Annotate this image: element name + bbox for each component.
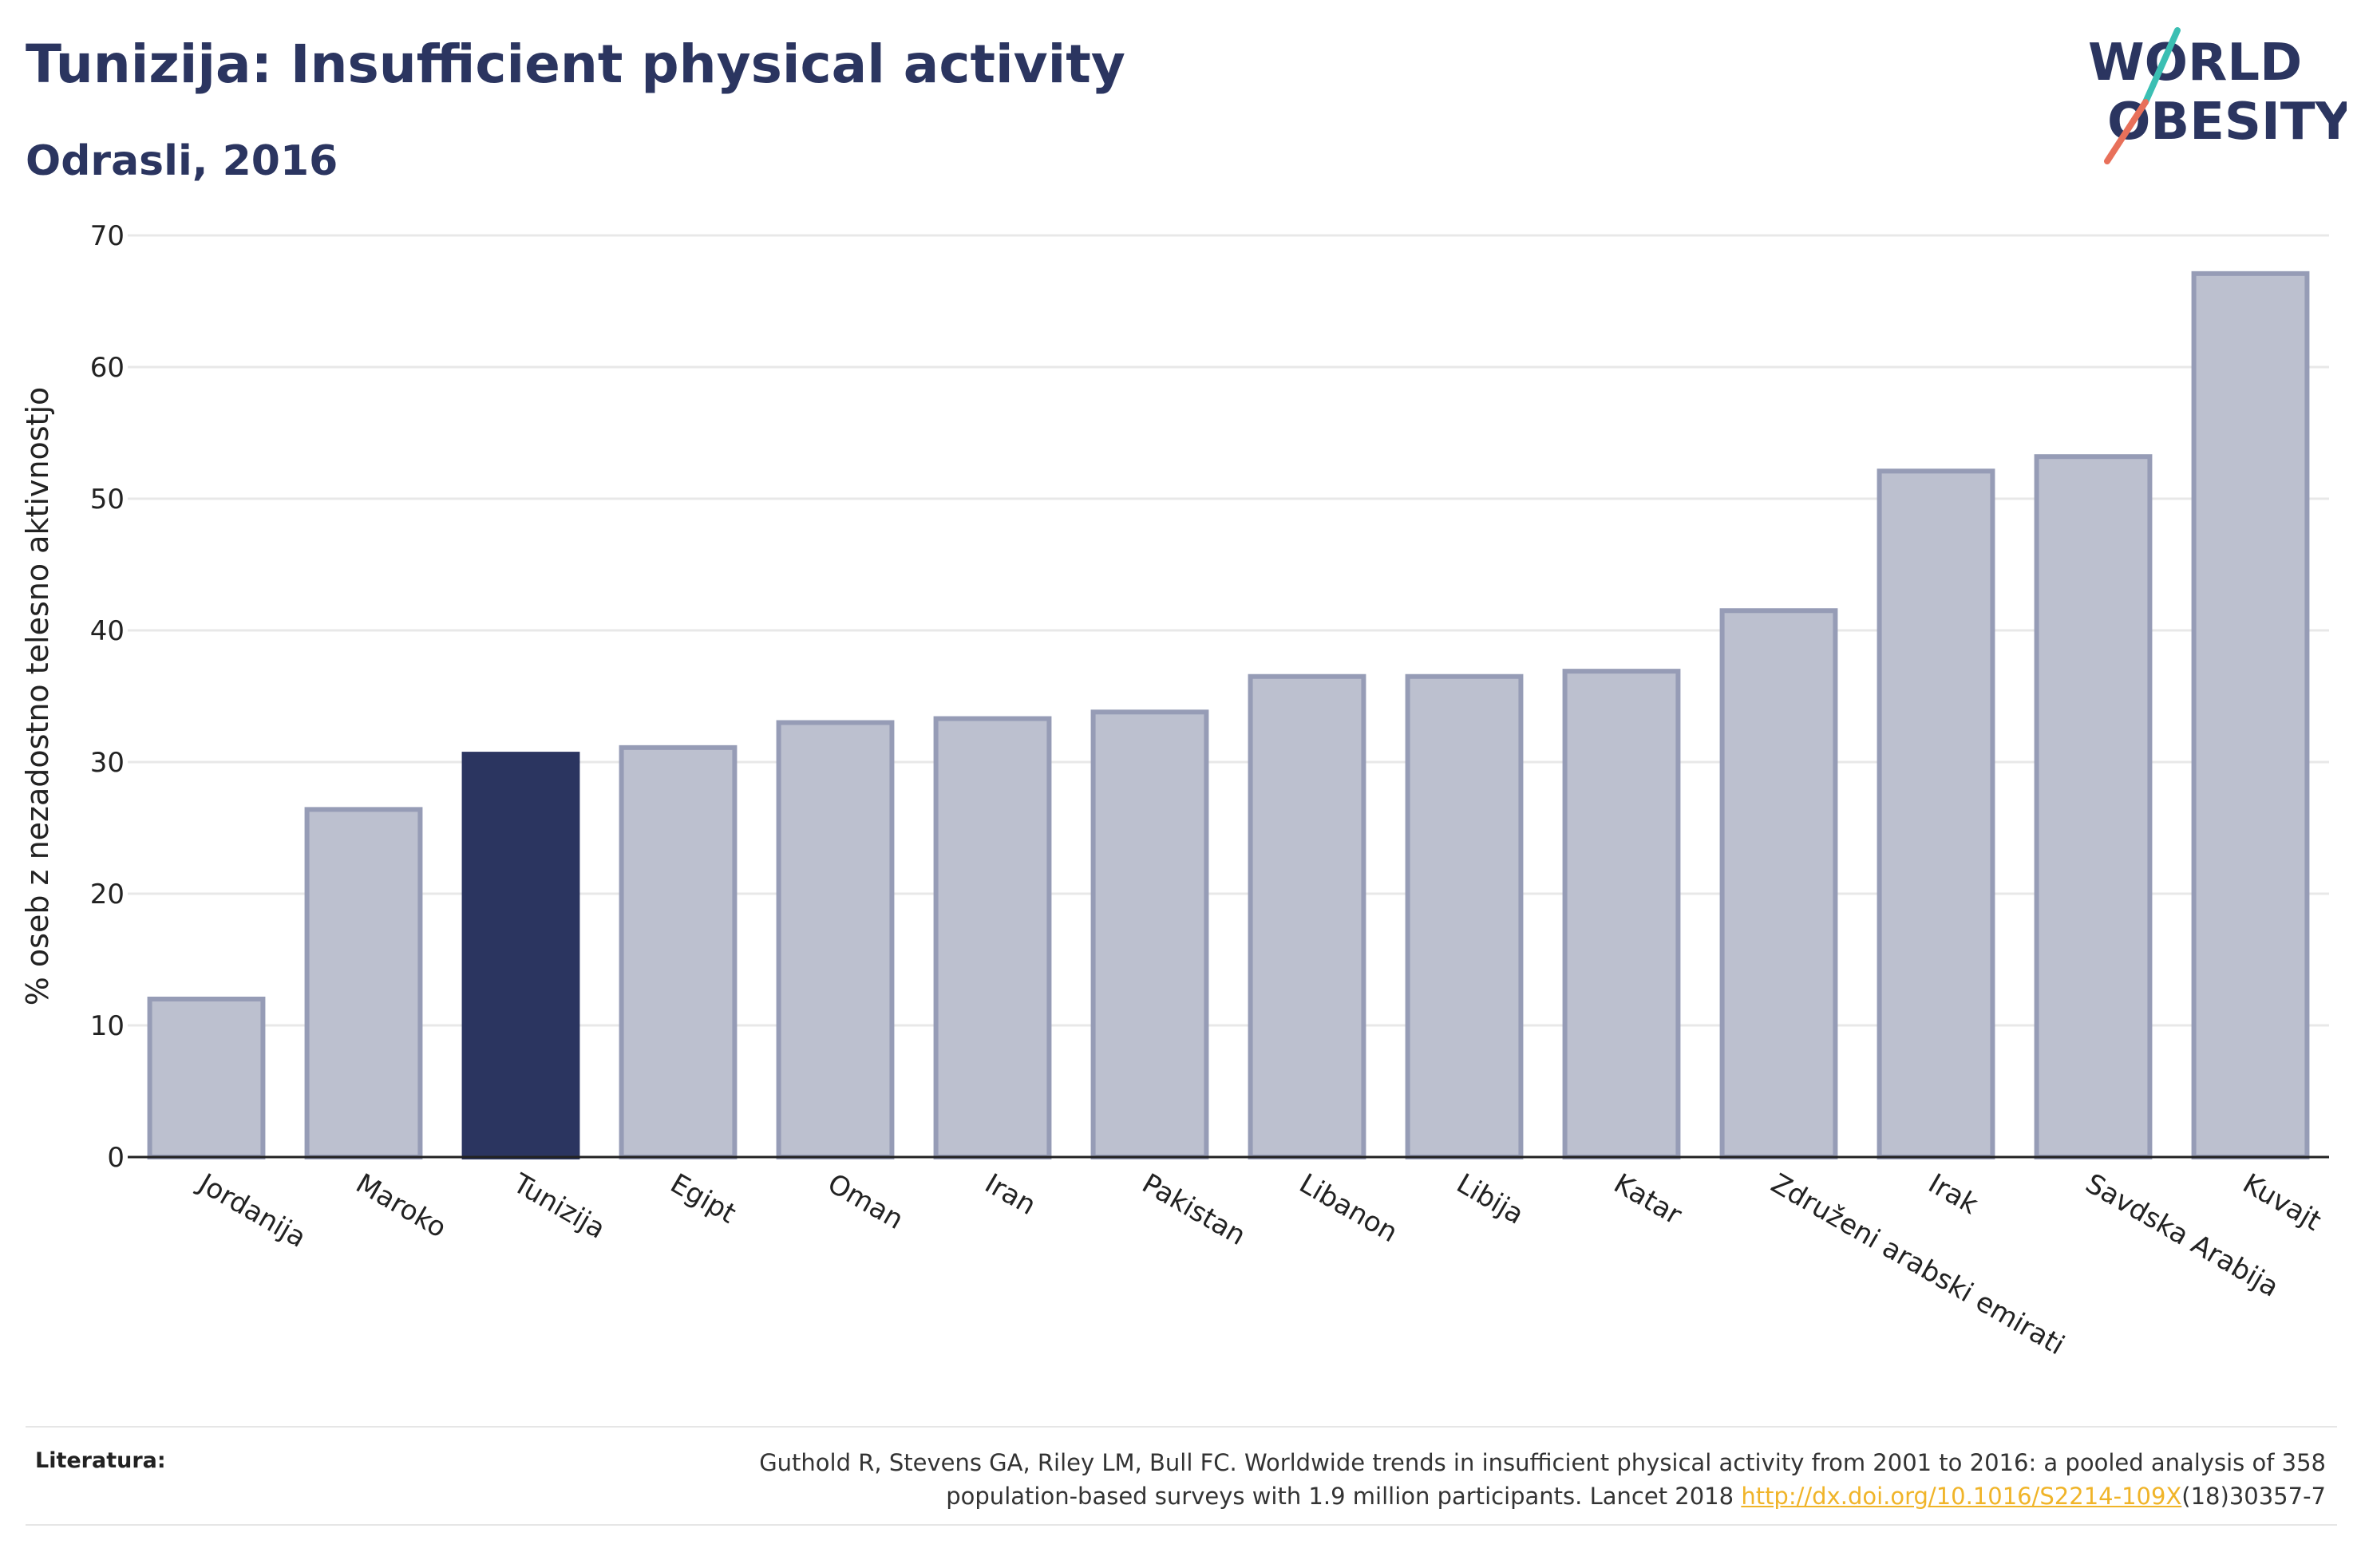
x-tick-label: Oman <box>822 1167 909 1236</box>
x-tick-label: Kuvajt <box>2237 1167 2327 1238</box>
bars <box>147 271 2310 1160</box>
y-tick-label: 60 <box>90 352 125 384</box>
logo-slash-coral <box>2104 99 2149 164</box>
y-tick-label: 70 <box>90 220 125 252</box>
footer-divider-top <box>26 1426 2337 1428</box>
world-obesity-logo: WORLD OBESITY <box>2088 27 2347 164</box>
y-tick-label: 20 <box>90 879 125 910</box>
y-tick-labels: 0 10 20 30 40 50 60 70 <box>90 220 125 1174</box>
bar-kuvajt <box>2191 271 2310 1160</box>
x-tick-labels: Jordanija Maroko Tunizija Egipt Oman Iran Paki… <box>192 1167 2326 1361</box>
logo-slash-teal <box>2142 27 2181 105</box>
y-tick-label: 50 <box>90 484 125 515</box>
y-tick-label: 10 <box>90 1010 125 1042</box>
chart-subtitle: Odrasli, 2016 <box>26 137 338 185</box>
bar-jordanija <box>147 997 266 1159</box>
bar-tunizija <box>461 752 580 1159</box>
x-tick-label: Jordanija <box>192 1167 311 1254</box>
bar-savdska-arabija <box>2034 454 2153 1159</box>
y-tick-label: 30 <box>90 747 125 779</box>
reference-line-2: population-based surveys with 1.9 millio… <box>586 1479 2326 1513</box>
x-tick-label: Libija <box>1451 1167 1529 1230</box>
x-tick-label: Tunizija <box>507 1167 611 1246</box>
bar-oman <box>776 720 895 1159</box>
reference-suffix: (18)30357-7 <box>2181 1483 2326 1510</box>
logo-text-world: WORLD <box>2088 34 2302 93</box>
bar-egipt <box>619 745 738 1159</box>
chart-title: Tunizija: Insufficient physical activity <box>26 34 1125 95</box>
bar-irak <box>1877 468 1995 1159</box>
bar-libanon <box>1248 673 1366 1159</box>
reference-doi-link[interactable]: http://dx.doi.org/10.1016/S2214-109X <box>1741 1483 2182 1510</box>
y-tick-label: 40 <box>90 615 125 647</box>
bar-zdru-eni-arabski-emirati <box>1719 608 1838 1159</box>
bar-chart: 0 10 20 30 40 50 60 70 Jordanija Maroko Tunizija E… <box>20 220 2329 1361</box>
footer-divider-bottom <box>26 1524 2337 1526</box>
x-tick-label: Iran <box>979 1167 1041 1222</box>
x-tick-label: Pakistan <box>1137 1167 1251 1252</box>
y-tick-label: 0 <box>107 1142 125 1174</box>
reference-line-1: Guthold R, Stevens GA, Riley LM, Bull FC… <box>759 1449 2326 1476</box>
footer-reference: Guthold R, Stevens GA, Riley LM, Bull FC… <box>586 1446 2326 1513</box>
reference-text: population-based surveys with 1.9 millio… <box>946 1483 1742 1510</box>
bar-iran <box>933 716 1052 1159</box>
x-tick-label: Maroko <box>350 1167 452 1244</box>
x-tick-label: Egipt <box>665 1167 742 1230</box>
x-tick-label: Združeni arabski emirati <box>1766 1167 2070 1361</box>
x-tick-label: Katar <box>1608 1167 1687 1231</box>
bar-pakistan <box>1090 709 1209 1159</box>
y-axis-title: % oseb z nezadostno telesno aktivnostjo <box>20 387 55 1006</box>
grid-lines <box>128 234 2329 1027</box>
x-tick-label: Libanon <box>1294 1167 1403 1249</box>
bar-libija <box>1405 673 1524 1159</box>
bar-maroko <box>304 807 423 1160</box>
x-tick-label: Irak <box>1923 1167 1983 1221</box>
footer-label: Literatura: <box>35 1448 166 1473</box>
bar-katar <box>1562 669 1681 1159</box>
